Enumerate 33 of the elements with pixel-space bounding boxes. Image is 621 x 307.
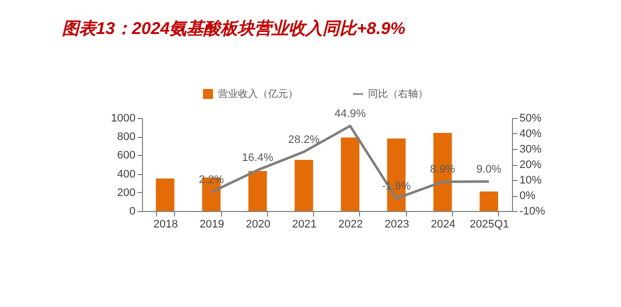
y2-tick-label: 20% — [520, 159, 542, 171]
bar — [480, 191, 498, 211]
y2-tick-label: 50% — [520, 112, 542, 124]
data-label: 28.2% — [288, 134, 320, 146]
x-tick-label: 2022 — [338, 218, 363, 230]
x-tick-label: 2024 — [430, 218, 456, 230]
y-tick-label: 200 — [117, 186, 136, 199]
y2-tick-label: 0% — [520, 190, 536, 202]
x-tick-label: 2023 — [384, 218, 410, 230]
x-tick-label: 2025Q1 — [470, 218, 509, 230]
legend-label: 同比（右轴） — [368, 88, 428, 100]
y-tick-label: 0 — [129, 206, 136, 218]
x-tick-label: 2019 — [200, 218, 224, 230]
x-tick-label: 2020 — [246, 218, 270, 230]
bar — [248, 171, 267, 211]
y-tick-label: 600 — [117, 150, 136, 162]
y-tick-label: 800 — [117, 131, 136, 144]
y-tick-label: 1000 — [111, 112, 136, 124]
data-label: 16.4% — [242, 152, 274, 164]
data-label: 44.9% — [334, 108, 366, 120]
legend-label: 营业收入（亿元） — [218, 88, 298, 100]
x-tick-label: 2021 — [292, 218, 317, 230]
y2-tick-label: 40% — [520, 128, 542, 140]
y2-tick-label: 10% — [520, 174, 542, 186]
y-tick-label: 400 — [117, 168, 136, 180]
chart-title: 图表13：2024氨基酸板块营业收入同比+8.9% — [62, 19, 406, 38]
data-label: 9.0% — [476, 164, 502, 176]
y2-tick-label: -10% — [520, 206, 546, 218]
bar — [156, 178, 174, 211]
x-tick-label: 2018 — [153, 218, 178, 230]
y2-tick-label: 30% — [520, 144, 542, 156]
bar — [340, 138, 360, 211]
bar — [294, 160, 314, 211]
